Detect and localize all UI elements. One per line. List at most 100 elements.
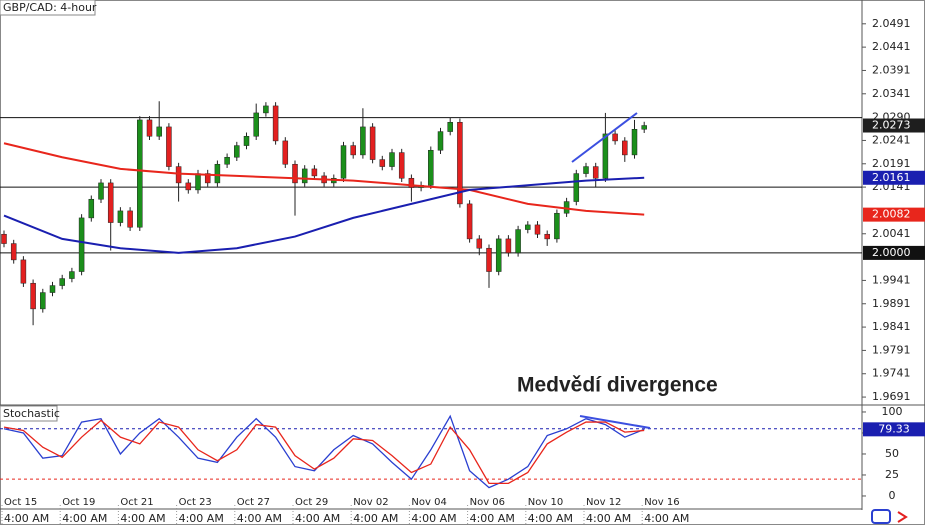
price-marker-label: 2.0000	[872, 246, 911, 259]
moving-average	[3, 176, 645, 254]
candle-body	[185, 182, 192, 191]
x-tick-label: Oct 21	[120, 497, 153, 508]
candle-body	[204, 173, 211, 184]
candle-body	[243, 135, 250, 146]
price-marker-label: 2.0082	[872, 208, 911, 221]
candle-body	[457, 121, 463, 205]
candle-body	[573, 173, 580, 202]
candle-body	[379, 159, 386, 167]
x-tick-label: Oct 15	[4, 497, 37, 508]
y-tick-label: 2.0341	[872, 87, 911, 100]
panel-title: Stochastic	[3, 407, 60, 420]
x-tick-label: 4:00 AM	[62, 512, 107, 525]
x-tick-label: 4:00 AM	[528, 512, 573, 525]
candle-body	[166, 126, 172, 167]
x-tick-label: Nov 10	[528, 497, 563, 508]
y-tick-label: 2.0441	[872, 40, 911, 53]
candle-body	[466, 203, 473, 240]
candle-body	[137, 119, 143, 228]
x-tick-label: Nov 12	[586, 497, 621, 508]
x-tick-label: 4:00 AM	[586, 512, 631, 525]
candle-body	[10, 243, 17, 261]
candle-body	[253, 112, 259, 137]
x-tick-label: Oct 29	[295, 497, 328, 508]
toolbar-icon[interactable]	[897, 511, 908, 523]
candle-body	[592, 166, 599, 179]
candle-body	[369, 126, 376, 160]
candle-body	[156, 126, 162, 137]
candle-body	[59, 278, 65, 286]
y-tick-label: 2.0041	[872, 227, 911, 240]
candle-body	[398, 152, 405, 179]
candle-body	[78, 217, 85, 272]
candle-body	[505, 238, 512, 254]
y-tick-label: 1.9841	[872, 320, 911, 333]
x-tick-label: Oct 23	[179, 497, 212, 508]
x-tick-label: 4:00 AM	[237, 512, 282, 525]
candle-body	[622, 140, 628, 156]
candle-body	[350, 145, 356, 156]
toolbar-icon[interactable]	[871, 509, 891, 524]
title-box	[0, 0, 96, 16]
candle-body	[437, 131, 444, 151]
y-tick-label: 1.9691	[872, 390, 911, 403]
candle-body	[612, 133, 618, 142]
candle-body	[292, 163, 298, 184]
y-tick-label: 2.0491	[872, 17, 911, 30]
price-marker	[863, 207, 925, 222]
price-marker	[863, 245, 925, 260]
y-tick-label: 25	[885, 468, 899, 481]
candle-body	[117, 210, 124, 223]
stochastic-marker-label: 79.33	[878, 422, 910, 435]
candle-body	[631, 128, 638, 156]
x-tick-label: Nov 16	[644, 497, 679, 508]
plot-layer: 2.0491 2.0441 2.0391 2.0341 2.0241 2.01912.01…	[0, 17, 925, 525]
candle-body	[263, 105, 269, 114]
x-tick-label: Nov 02	[353, 497, 388, 508]
candle-body	[175, 166, 182, 184]
candle-body	[408, 177, 415, 188]
candle-body	[195, 173, 201, 191]
candle-body	[301, 168, 308, 184]
x-tick-label: Oct 19	[62, 497, 95, 508]
x-tick-label: 4:00 AM	[644, 512, 689, 525]
candle-body	[389, 152, 395, 167]
annotation: Medvědí divergence	[517, 374, 718, 397]
candle-body	[69, 271, 75, 279]
x-tick-label: Oct 27	[237, 497, 270, 508]
candle-body	[428, 149, 434, 186]
x-tick-label: 4:00 AM	[4, 512, 49, 525]
y-tick-label: 0	[889, 489, 896, 502]
candle-body	[311, 168, 318, 177]
x-tick-label: 4:00 AM	[470, 512, 515, 525]
y-tick-label: 1.9891	[872, 297, 911, 310]
price-marker-label: 2.0161	[872, 171, 911, 184]
candle-body	[1, 233, 7, 244]
candle-body	[49, 285, 56, 293]
candle-body	[486, 247, 492, 272]
y-tick-label: 1.9741	[872, 367, 911, 380]
divergence-line	[579, 415, 651, 429]
stochastic-line	[3, 414, 645, 489]
y-tick-label: 2.0391	[872, 63, 911, 76]
candle-body	[146, 119, 153, 137]
candle-body	[127, 210, 133, 228]
y-tick-label: 100	[882, 405, 903, 418]
y-tick-label: 50	[885, 447, 899, 460]
panel-title-box	[0, 405, 58, 422]
candle-body	[234, 145, 240, 158]
x-tick-label: 4:00 AM	[411, 512, 456, 525]
candle-body	[360, 126, 366, 156]
stochastic-line	[3, 419, 645, 485]
x-tick-label: 4:00 AM	[120, 512, 165, 525]
stochastic-marker	[863, 422, 925, 437]
candle-body	[107, 182, 114, 223]
candle-body	[583, 166, 589, 174]
candle-body	[476, 238, 483, 249]
y-tick-label: 2.0191	[872, 157, 911, 170]
candle-body	[30, 282, 36, 310]
candle-body	[214, 163, 221, 184]
candle-body	[20, 259, 27, 284]
candle-body	[340, 145, 347, 179]
candle-body	[224, 156, 230, 165]
